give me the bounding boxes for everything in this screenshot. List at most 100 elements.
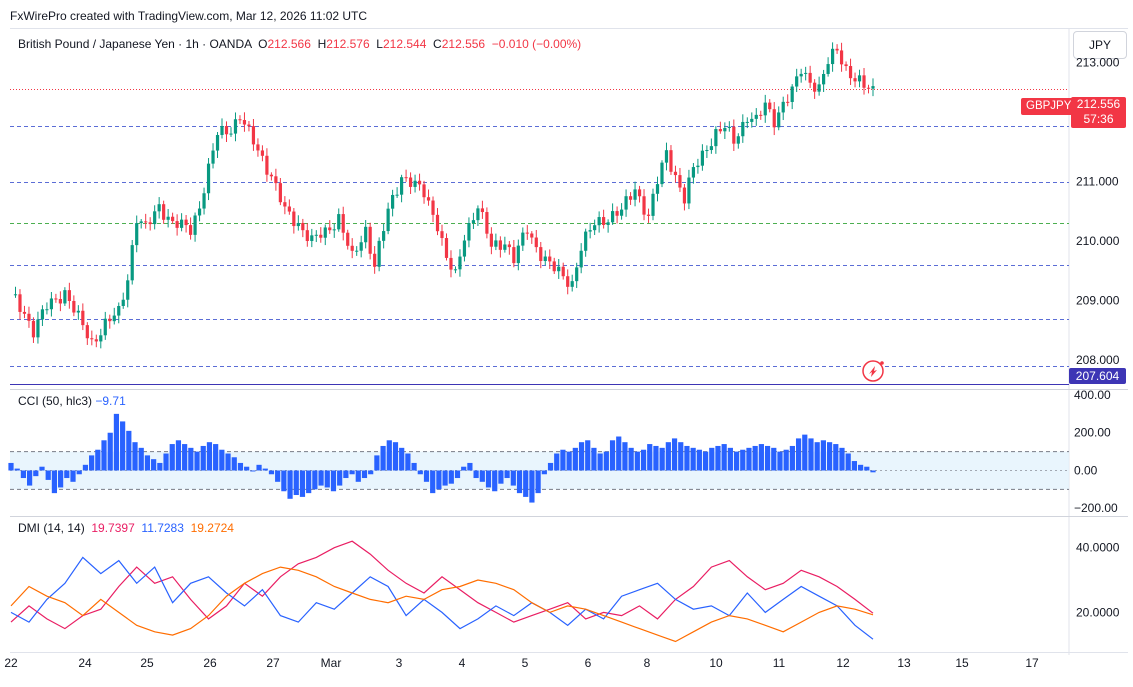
candle-body <box>310 235 314 242</box>
candle-body <box>126 280 130 300</box>
candle-body <box>813 82 817 92</box>
candle-body <box>422 184 426 198</box>
candle <box>238 115 242 125</box>
cci-bar <box>541 470 547 475</box>
candle <box>804 66 808 81</box>
candle <box>144 213 148 229</box>
candle <box>696 158 700 174</box>
candle <box>548 249 552 270</box>
candle-body <box>49 298 54 310</box>
candle-body <box>355 250 359 252</box>
cci-bar <box>188 447 194 471</box>
cci-bar <box>529 470 535 503</box>
candle <box>112 307 116 325</box>
candle-body <box>817 84 821 92</box>
candle <box>664 142 669 171</box>
cci-bar <box>411 462 417 471</box>
candle-body <box>552 261 556 272</box>
candle <box>63 287 67 306</box>
candle-body <box>444 238 449 258</box>
candle <box>328 220 332 234</box>
cci-tick-label: −200.00 <box>1074 501 1118 515</box>
cci-bar <box>721 444 727 471</box>
candle-body <box>153 211 157 225</box>
candle <box>45 302 49 315</box>
candle <box>453 266 458 274</box>
candle <box>691 162 696 184</box>
candle <box>799 68 803 83</box>
candle <box>557 259 561 279</box>
cci-bar <box>609 440 616 471</box>
candle <box>579 243 583 274</box>
time-tick-label: 17 <box>1025 656 1039 670</box>
cci-bar <box>764 445 771 471</box>
candle-body <box>54 298 58 300</box>
candle-body <box>826 64 830 74</box>
candle <box>727 121 731 132</box>
candle <box>103 311 107 340</box>
candle <box>130 239 134 285</box>
time-tick-label: 8 <box>644 656 651 670</box>
open-label: O <box>258 37 268 51</box>
candle <box>377 237 381 272</box>
cci-legend[interactable]: CCI (50, hlc3) −9.71 <box>18 394 126 408</box>
candle-body <box>22 311 27 314</box>
candle <box>822 69 826 93</box>
candle <box>543 250 547 266</box>
candle <box>391 189 395 217</box>
cci-bar <box>591 447 597 471</box>
cci-bar <box>628 447 634 471</box>
candle-body <box>440 231 444 239</box>
candle-body <box>750 118 754 122</box>
candle-body <box>90 338 94 340</box>
candle-body <box>853 78 857 82</box>
candle <box>813 79 817 99</box>
candle-body <box>844 64 848 67</box>
candle-body <box>449 257 453 270</box>
candle-body <box>130 245 134 281</box>
candle <box>494 233 498 251</box>
cci-bar <box>560 449 566 471</box>
sparkle-alert-icon[interactable] <box>862 360 884 382</box>
cci-bar <box>219 449 225 471</box>
candle-body <box>287 206 291 212</box>
symbol-legend[interactable]: British Pound / Japanese Yen · 1h · OAND… <box>18 37 581 51</box>
candle-body <box>139 221 143 224</box>
candle <box>705 145 709 158</box>
candle <box>862 68 866 95</box>
candle <box>498 236 502 258</box>
candle-body <box>337 214 341 230</box>
cci-bar <box>200 445 206 471</box>
candle <box>76 305 80 320</box>
candle-body <box>525 232 529 234</box>
cci-bar <box>516 470 523 494</box>
candle <box>606 219 610 233</box>
cci-bar <box>169 444 175 471</box>
candle-body <box>108 318 112 322</box>
cci-bar <box>33 470 39 477</box>
low-label: L <box>376 37 383 51</box>
candle-body <box>808 72 812 83</box>
candle <box>570 274 574 292</box>
cci-bar <box>182 444 188 471</box>
cci-bar <box>299 470 306 497</box>
candle-body <box>117 306 121 316</box>
cci-bar <box>27 470 33 486</box>
candle <box>314 230 318 243</box>
cci-bar <box>808 438 814 471</box>
candle <box>624 189 628 217</box>
candle <box>99 328 103 349</box>
candle <box>777 106 781 131</box>
currency-button[interactable]: JPY <box>1073 31 1127 59</box>
cci-bar <box>789 445 795 471</box>
candle-body <box>103 318 107 336</box>
candle <box>669 145 673 175</box>
dmi-legend[interactable]: DMI (14, 14) 19.7397 11.7283 19.2724 <box>18 521 234 535</box>
candle-body <box>332 229 336 231</box>
cci-bar <box>157 462 163 471</box>
candle-body <box>76 310 80 313</box>
candle <box>462 234 467 262</box>
candle <box>575 262 579 289</box>
candle-body <box>292 211 296 227</box>
